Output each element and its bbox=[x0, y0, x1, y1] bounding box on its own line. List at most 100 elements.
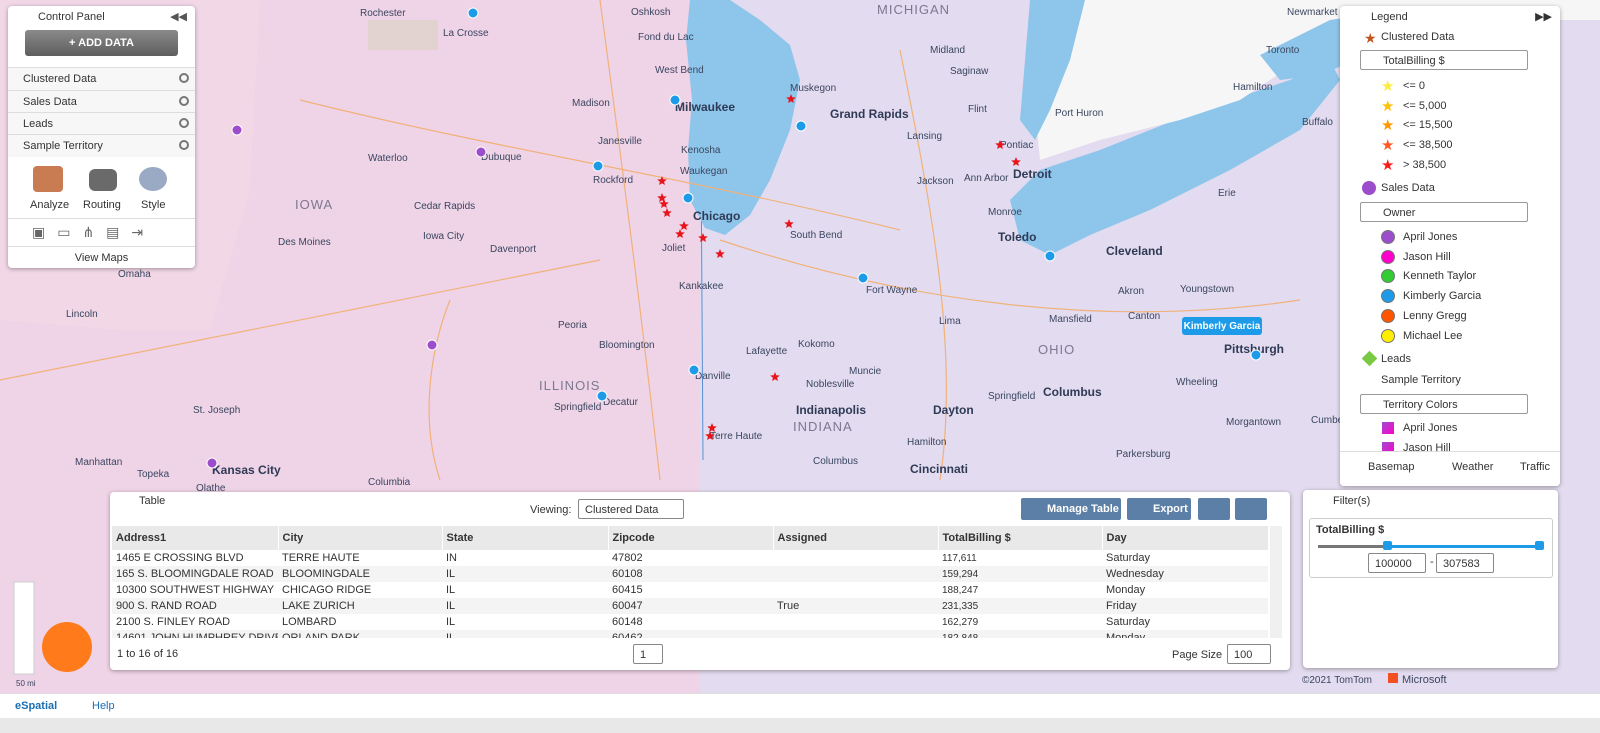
column-header[interactable]: Zipcode bbox=[608, 526, 774, 550]
layer-row[interactable]: Sales Data bbox=[8, 90, 195, 113]
forest-area bbox=[368, 20, 438, 50]
cluster-marker bbox=[657, 176, 667, 185]
chat-button[interactable] bbox=[42, 622, 92, 672]
style-icon[interactable] bbox=[139, 167, 167, 191]
lake-erie bbox=[1010, 60, 1340, 255]
layer-name: Sample Territory bbox=[23, 140, 103, 152]
export-button[interactable]: Export bbox=[1127, 498, 1191, 520]
range-label: > 38,500 bbox=[1403, 158, 1447, 171]
dropdown[interactable]: TotalBilling $ bbox=[1360, 50, 1528, 70]
city-label: Grand Rapids bbox=[830, 107, 909, 121]
city-label: Monroe bbox=[988, 207, 1022, 218]
sales-marker bbox=[467, 7, 479, 19]
leads-icon bbox=[1361, 350, 1378, 367]
page-size-select[interactable]: 100 bbox=[1227, 644, 1271, 664]
range-label: <= 38,500 bbox=[1403, 139, 1453, 152]
sales-marker bbox=[206, 457, 218, 469]
owner-label: Michael Lee bbox=[1403, 329, 1463, 342]
page-select[interactable]: 1 bbox=[633, 644, 663, 664]
city-label: Fond du Lac bbox=[638, 32, 694, 43]
sales-marker bbox=[592, 160, 604, 172]
column-header[interactable]: City bbox=[278, 526, 443, 550]
city-label: Saginaw bbox=[950, 66, 989, 77]
filter-panel: Filter(s) TotalBilling $ 100000 - 307583 bbox=[1303, 490, 1558, 668]
dropdown[interactable]: Owner bbox=[1360, 202, 1528, 222]
add-point-button[interactable] bbox=[1235, 498, 1267, 520]
collapse-button[interactable]: ◀◀ bbox=[170, 11, 187, 23]
add-data-label: ADD DATA bbox=[78, 37, 134, 49]
file-toolbar[interactable]: ▣▭⋔▤⇥ bbox=[8, 218, 195, 244]
zoom-controls[interactable] bbox=[13, 581, 35, 675]
owner-label: April Jones bbox=[1403, 231, 1458, 243]
weather-button[interactable]: Weather bbox=[1452, 461, 1494, 473]
sales-marker bbox=[857, 272, 869, 284]
city-label: Pontiac bbox=[1000, 140, 1033, 151]
viewing-select[interactable]: Clustered Data bbox=[578, 499, 684, 519]
row-summary: 1 to 16 of 16 bbox=[117, 648, 179, 660]
owner-label: Kimberly Garcia bbox=[1403, 290, 1482, 303]
table-cell: 188,247 bbox=[942, 584, 979, 596]
column-header[interactable]: TotalBilling $ bbox=[938, 526, 1103, 550]
city-label: Manhattan bbox=[75, 457, 122, 468]
scrollbar[interactable] bbox=[1270, 526, 1282, 638]
slider-range bbox=[1387, 545, 1540, 548]
cluster-marker bbox=[657, 193, 667, 202]
layer-row[interactable]: Sample Territory bbox=[8, 134, 195, 157]
sales-marker bbox=[688, 364, 700, 376]
table-cell: ORLAND PARK bbox=[278, 630, 442, 638]
table-cell: Friday bbox=[1102, 598, 1268, 614]
manage-table-button[interactable]: Manage Table bbox=[1021, 498, 1121, 520]
table-cell: Saturday bbox=[1106, 616, 1151, 628]
layer-row[interactable]: Clustered Data bbox=[8, 67, 195, 90]
help-link[interactable]: Help bbox=[92, 700, 115, 712]
column-header[interactable]: Address1 bbox=[112, 526, 279, 550]
table-cell: 60047 bbox=[608, 598, 773, 614]
table-cell: 14601 JOHN HUMPHREY DRIVE bbox=[112, 630, 278, 638]
slider-handle[interactable] bbox=[1535, 541, 1544, 550]
city-label: West Bend bbox=[655, 65, 704, 76]
range-label: <= 0 bbox=[1403, 80, 1426, 92]
lake-michigan bbox=[686, 0, 800, 235]
gear-icon[interactable] bbox=[179, 96, 189, 106]
basemap-button[interactable]: Basemap bbox=[1368, 461, 1415, 473]
traffic-button[interactable]: Traffic bbox=[1520, 461, 1550, 473]
table-cell: 159,294 bbox=[938, 566, 1102, 582]
chart-button[interactable] bbox=[1198, 498, 1230, 520]
gear-icon[interactable] bbox=[179, 140, 189, 150]
dropdown[interactable]: Territory Colors bbox=[1360, 394, 1528, 414]
sales-marker bbox=[669, 94, 681, 106]
column-header[interactable]: Assigned bbox=[773, 526, 939, 550]
dropdown-value: Owner bbox=[1383, 207, 1416, 219]
city-label: Lima bbox=[939, 316, 961, 327]
city-label: Toronto bbox=[1266, 45, 1300, 56]
layer-title: Sample Territory bbox=[1381, 374, 1461, 386]
min-input[interactable]: 100000 bbox=[1368, 553, 1426, 573]
city-label: Indianapolis bbox=[796, 403, 866, 417]
column-header[interactable]: Day bbox=[1102, 526, 1268, 550]
view-maps[interactable]: View Maps bbox=[8, 246, 195, 269]
table-cell: 1465 E CROSSING BLVD bbox=[116, 552, 244, 564]
city-label: Waukegan bbox=[680, 166, 727, 177]
table-cell bbox=[773, 582, 938, 598]
gear-icon[interactable] bbox=[179, 73, 189, 83]
gear-icon[interactable] bbox=[179, 118, 189, 128]
analyze-icon[interactable] bbox=[33, 166, 63, 192]
table-cell: TERRE HAUTE bbox=[282, 552, 360, 564]
owner-label: Jason Hill bbox=[1403, 250, 1451, 263]
collapse-button[interactable]: ▶▶ bbox=[1535, 11, 1552, 23]
layer-row[interactable]: Leads bbox=[8, 112, 195, 135]
column-header[interactable]: State bbox=[442, 526, 609, 550]
city-label: Ann Arbor bbox=[964, 173, 1009, 184]
routing-icon[interactable] bbox=[89, 169, 117, 191]
city-label: Lansing bbox=[907, 131, 942, 142]
brand[interactable]: eSpatial bbox=[15, 700, 58, 712]
max-input[interactable]: 307583 bbox=[1436, 553, 1494, 573]
slider-handle[interactable] bbox=[1383, 541, 1392, 550]
attribution: ©2021 TomTom bbox=[1302, 675, 1372, 686]
table-cell bbox=[773, 550, 938, 566]
cluster-marker bbox=[707, 423, 717, 432]
sales-marker bbox=[1044, 250, 1056, 262]
city-label: Terre Haute bbox=[710, 431, 763, 442]
city-label: Cleveland bbox=[1106, 244, 1163, 258]
add-data-button[interactable]: + ADD DATA bbox=[25, 30, 178, 56]
